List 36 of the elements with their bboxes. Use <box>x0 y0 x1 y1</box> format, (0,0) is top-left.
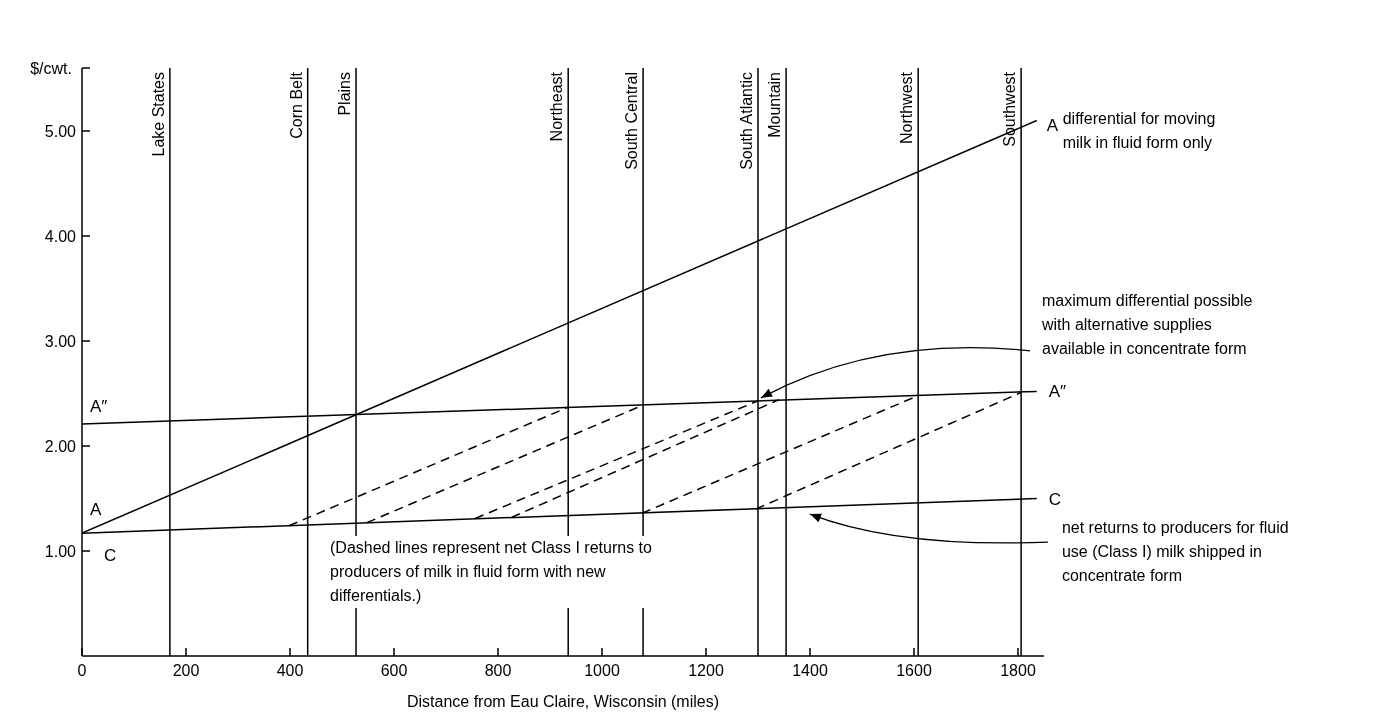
x-tick-label: 0 <box>77 662 87 679</box>
x-tick-label: 600 <box>380 662 408 679</box>
y-tick-label: 5.00 <box>44 123 77 140</box>
annotation: net returns to producers for fluid use (Class I) milk shipped in concentrate form <box>1061 518 1290 587</box>
ref-line-label: Mountain <box>766 72 784 138</box>
annotation: (Dashed lines represent net Class I returns to producers of milk in fluid form with new differentials.) <box>330 536 675 608</box>
y-tick-label: 4.00 <box>44 228 77 245</box>
y-axis-title: $/cwt. <box>30 60 72 77</box>
x-tick-label: 1600 <box>896 662 932 679</box>
ref-line-label: Corn Belt <box>287 71 305 139</box>
y-tick-label: 1.00 <box>44 543 77 560</box>
ref-line-label: Southwest <box>1001 71 1019 147</box>
annotation: maximum differential possible with alternative supplies available in concentrate form <box>1042 290 1254 359</box>
annotation: A″ <box>1048 382 1067 402</box>
ref-line-label: South Central <box>623 72 641 170</box>
y-tick-label: 2.00 <box>44 438 77 455</box>
x-tick-label: 400 <box>276 662 304 679</box>
x-tick-label: 200 <box>172 662 200 679</box>
x-tick-label: 1200 <box>688 662 724 679</box>
x-axis-title: Distance from Eau Claire, Wisconsin (miles) <box>406 693 720 710</box>
ref-line-label: Lake States <box>149 72 167 157</box>
annotation: A″ <box>90 396 108 416</box>
annotation: C <box>104 546 117 566</box>
annotation: differential for moving milk in fluid form only <box>1062 108 1217 153</box>
annotation: C <box>1048 489 1061 509</box>
ref-line-label: Northwest <box>898 71 916 145</box>
x-tick-label: 800 <box>484 662 512 679</box>
ref-line-label: South Atlantic <box>738 72 755 170</box>
x-tick-label: 1400 <box>792 662 828 679</box>
ref-line-label: Northeast <box>548 71 566 142</box>
annotation: A <box>1046 115 1059 135</box>
x-tick-label: 1800 <box>1000 662 1036 679</box>
annotation: A <box>90 500 102 520</box>
x-tick-label: 1000 <box>584 662 620 679</box>
ref-line-label: Plains <box>336 72 354 116</box>
y-tick-label: 3.00 <box>44 333 77 350</box>
